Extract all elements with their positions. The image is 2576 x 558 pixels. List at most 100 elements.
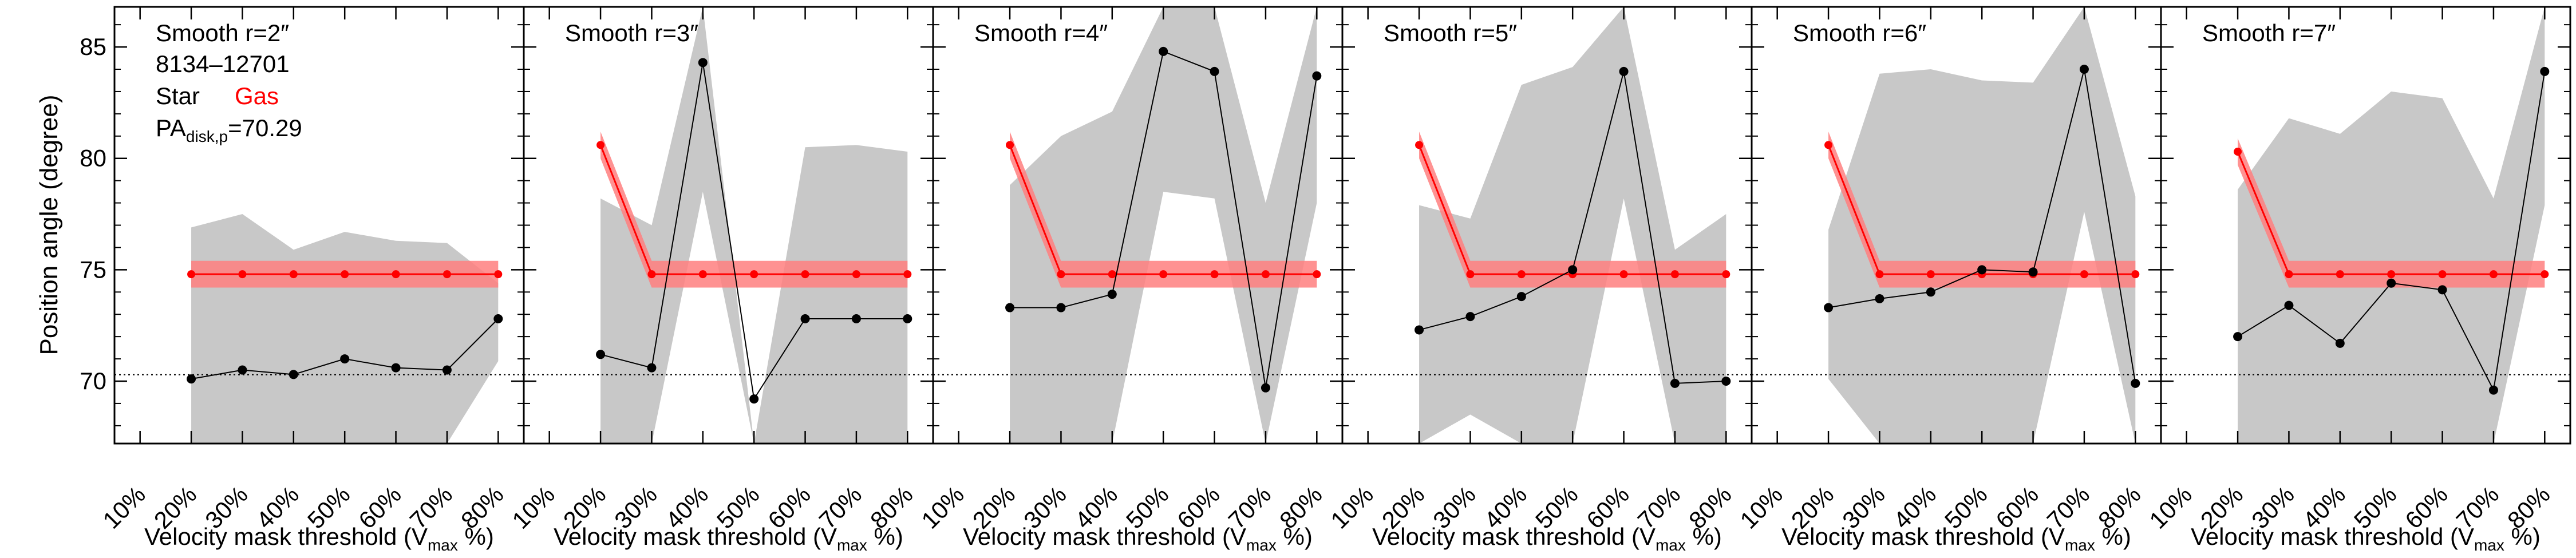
gas-point [238,270,247,279]
y-tick-label: 80 [80,145,106,172]
x-axis-label: Velocity mask threshold (Vmax %) [1372,523,1722,554]
star-point [2437,285,2447,295]
star-point [2540,66,2550,76]
panel-title: Smooth r=5″ [1384,19,1517,46]
star-point [1159,46,1168,56]
legend-gas: Gas [235,82,279,109]
panel-5: 10%20%30%40%50%60%70%80%Smooth r=6″Veloc… [1735,6,2162,554]
star-point [1516,292,1526,302]
panel-plot-area [2161,7,2570,444]
y-axis-label: Position angle (degree) [35,95,63,355]
y-tick-label: 75 [80,256,106,283]
gas-point [596,141,605,149]
star-point [2488,385,2498,395]
panel-title: Smooth r=4″ [974,19,1108,46]
x-axis-label: Velocity mask threshold (Vmax %) [144,523,494,554]
gas-point [392,270,400,279]
gas-point [494,270,503,279]
y-tick-label: 85 [80,33,106,60]
gas-error-band [1828,132,2136,288]
pa-label: PAdisk,p=70.29 [156,114,302,145]
star-point [289,370,298,379]
star-point [2335,338,2345,348]
gas-point [1875,270,1884,279]
star-point [596,350,606,359]
gas-point [801,270,809,279]
gas-point [852,270,860,279]
gas-point [2285,270,2293,279]
panel-plot-area [1752,7,2161,444]
info-block: 8134–12701 Star Gas PAdisk,p=70.29 [156,50,302,145]
star-error-band [1010,7,1317,444]
gas-point [2438,270,2447,279]
gas-point [1517,270,1526,279]
x-tick-label: 10% [2144,481,2197,534]
star-point [493,314,503,323]
star-point [391,363,401,373]
gas-error-band [600,132,908,288]
panel-title: Smooth r=2″ [156,19,289,46]
gas-point [2234,148,2242,156]
star-point [698,58,708,68]
star-point [1210,66,1219,76]
panel-plot-area [933,7,1342,444]
gas-point [903,270,912,279]
star-point [1005,303,1015,312]
star-point [2079,65,2089,74]
gas-point [1210,270,1219,279]
panel-plot-area [114,214,524,444]
star-point [1875,294,1884,303]
star-point [749,394,759,404]
star-point [187,374,196,384]
star-point [1926,287,1935,297]
panel-plot-area [1342,7,1752,444]
gas-point [2336,270,2344,279]
gas-error-band [1010,132,1317,288]
legend-star: Star [156,82,200,109]
star-point [340,354,350,364]
panel-2: 10%20%30%40%50%60%70%80%Smooth r=3″Veloc… [507,6,934,554]
x-tick-label: 10% [97,481,151,534]
gas-point [187,270,196,279]
gas-point [2080,270,2088,279]
star-point [1465,312,1475,322]
gas-point [647,270,656,279]
star-point [1721,377,1731,386]
gas-point [1415,141,1424,149]
star-error-band [600,7,908,444]
x-tick-label: 10% [916,481,969,534]
star-point [2233,332,2243,342]
star-point [1670,378,1680,388]
star-point [1107,290,1117,299]
gas-error-band [2238,138,2545,288]
star-point [1261,383,1270,393]
star-point [1824,303,1834,312]
star-error-band [191,214,499,444]
panel-plot-area [524,7,933,444]
star-point [2387,278,2396,288]
gas-point [698,270,707,279]
star-point [1568,265,1578,275]
gas-point [2541,270,2549,279]
star-point [851,314,861,323]
gas-point [1159,270,1168,279]
star-point [1312,71,1322,81]
star-point [647,363,657,373]
gas-point [1313,270,1321,279]
gas-point [341,270,349,279]
panel-title: Smooth r=7″ [2202,19,2336,46]
star-error-band [2238,7,2545,444]
star-point [1056,303,1066,312]
gas-point [2489,270,2498,279]
gas-point [2131,270,2140,279]
x-tick-label: 10% [1325,481,1378,534]
x-axis-label: Velocity mask threshold (Vmax %) [554,523,903,554]
star-point [442,365,452,375]
x-axis-label: Velocity mask threshold (Vmax %) [2191,523,2541,554]
gas-point [1824,141,1833,149]
gas-point [1261,270,1270,279]
star-point [238,365,247,375]
y-tick-label: 70 [80,367,106,394]
panel-6: 10%20%30%40%50%60%70%80%Smooth r=7″Veloc… [2144,6,2571,554]
